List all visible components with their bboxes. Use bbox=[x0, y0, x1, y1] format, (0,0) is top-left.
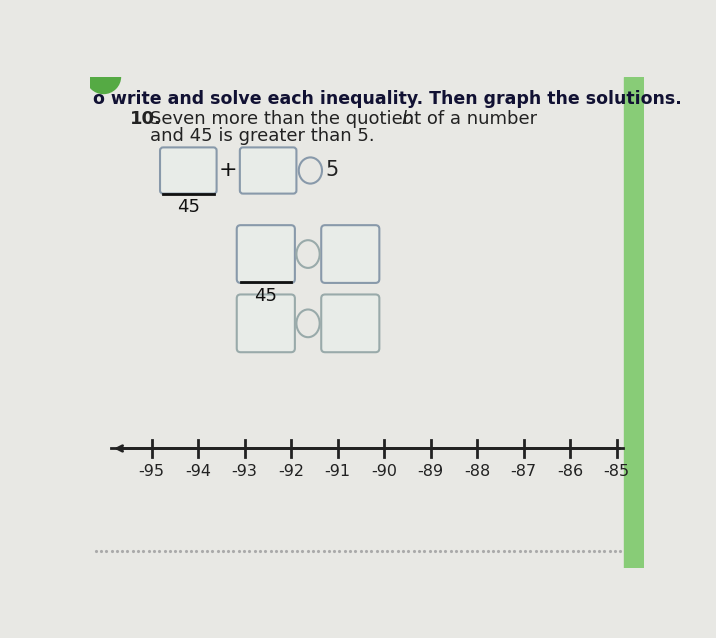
Text: 45: 45 bbox=[177, 198, 200, 216]
Text: +: + bbox=[218, 161, 237, 181]
Text: 45: 45 bbox=[254, 286, 277, 305]
FancyBboxPatch shape bbox=[160, 147, 217, 193]
FancyBboxPatch shape bbox=[237, 295, 295, 352]
Text: -91: -91 bbox=[324, 464, 351, 479]
Text: 10.: 10. bbox=[130, 110, 162, 128]
Text: -89: -89 bbox=[417, 464, 444, 479]
Bar bbox=[624, 77, 644, 568]
Circle shape bbox=[87, 59, 120, 94]
FancyBboxPatch shape bbox=[321, 295, 379, 352]
Text: -87: -87 bbox=[511, 464, 536, 479]
Text: -85: -85 bbox=[604, 464, 629, 479]
Text: Seven more than the quotient of a number: Seven more than the quotient of a number bbox=[150, 110, 543, 128]
Text: -88: -88 bbox=[464, 464, 490, 479]
Text: o write and solve each inequality. Then graph the solutions.: o write and solve each inequality. Then … bbox=[92, 91, 682, 108]
Text: -93: -93 bbox=[231, 464, 258, 479]
Text: -92: -92 bbox=[278, 464, 304, 479]
Text: -90: -90 bbox=[371, 464, 397, 479]
Text: 5: 5 bbox=[326, 161, 339, 181]
Text: -94: -94 bbox=[185, 464, 211, 479]
Text: -86: -86 bbox=[557, 464, 583, 479]
FancyBboxPatch shape bbox=[237, 225, 295, 283]
Text: b: b bbox=[402, 110, 413, 128]
FancyBboxPatch shape bbox=[321, 225, 379, 283]
Text: and 45 is greater than 5.: and 45 is greater than 5. bbox=[150, 126, 374, 145]
FancyBboxPatch shape bbox=[240, 147, 296, 193]
Text: -95: -95 bbox=[138, 464, 165, 479]
